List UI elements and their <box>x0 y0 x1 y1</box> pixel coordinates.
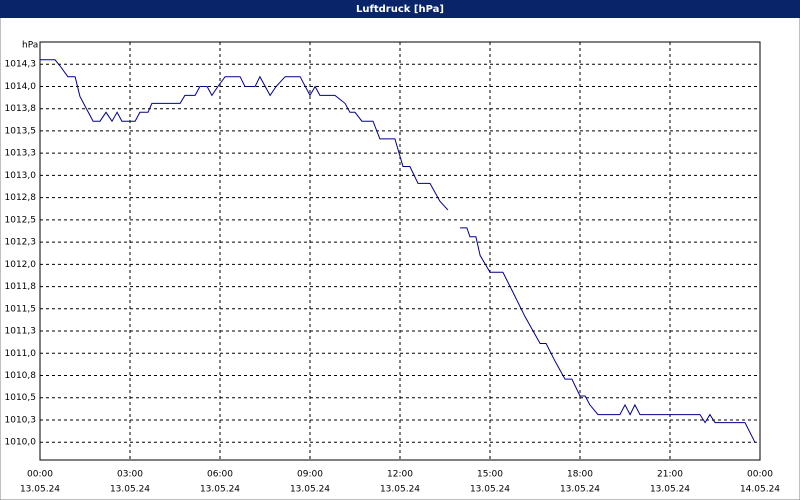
y-tick-label: 1013,5 <box>5 126 37 136</box>
x-tick-date: 14.05.24 <box>740 485 780 495</box>
y-tick-label: 1010,5 <box>5 393 37 403</box>
x-tick-date: 13.05.24 <box>470 485 510 495</box>
x-tick-date: 13.05.24 <box>290 485 330 495</box>
y-tick-label: 1012,3 <box>5 238 37 248</box>
y-tick-label: 1013,8 <box>5 104 37 114</box>
y-axis-label: hPa <box>22 41 38 51</box>
x-tick-label: 21:00 <box>657 470 683 480</box>
x-tick-label: 15:00 <box>477 470 503 480</box>
y-tick-label: 1011,8 <box>5 282 37 292</box>
y-tick-label: 1014,3 <box>5 60 37 70</box>
y-tick-label: 1012,5 <box>5 215 37 225</box>
y-tick-label: 1014,0 <box>5 82 37 92</box>
y-tick-label: 1013,0 <box>5 171 37 181</box>
y-tick-label: 1011,5 <box>5 304 37 314</box>
y-tick-label: 1010,8 <box>5 371 37 381</box>
chart-title: Luftdruck [hPa] <box>356 4 444 15</box>
y-tick-label: 1012,0 <box>5 260 37 270</box>
x-tick-date: 13.05.24 <box>20 485 60 495</box>
x-tick-date: 13.05.24 <box>560 485 600 495</box>
x-tick-date: 13.05.24 <box>650 485 690 495</box>
y-tick-label: 1011,0 <box>5 349 37 359</box>
title-bar <box>0 0 800 18</box>
x-tick-label: 06:00 <box>207 470 233 480</box>
x-tick-date: 13.05.24 <box>380 485 420 495</box>
y-tick-label: 1012,8 <box>5 193 37 203</box>
x-tick-label: 09:00 <box>297 470 323 480</box>
y-tick-label: 1013,3 <box>5 149 37 159</box>
data-line <box>40 59 756 443</box>
y-tick-label: 1011,3 <box>5 327 37 337</box>
x-tick-date: 13.05.24 <box>110 485 150 495</box>
y-tick-label: 1010,0 <box>5 438 37 448</box>
x-tick-label: 00:00 <box>27 470 53 480</box>
x-tick-label: 00:00 <box>747 470 773 480</box>
x-tick-label: 03:00 <box>117 470 143 480</box>
x-tick-label: 18:00 <box>567 470 593 480</box>
x-tick-date: 13.05.24 <box>200 485 240 495</box>
y-tick-label: 1010,3 <box>5 415 37 425</box>
x-tick-label: 12:00 <box>387 470 413 480</box>
